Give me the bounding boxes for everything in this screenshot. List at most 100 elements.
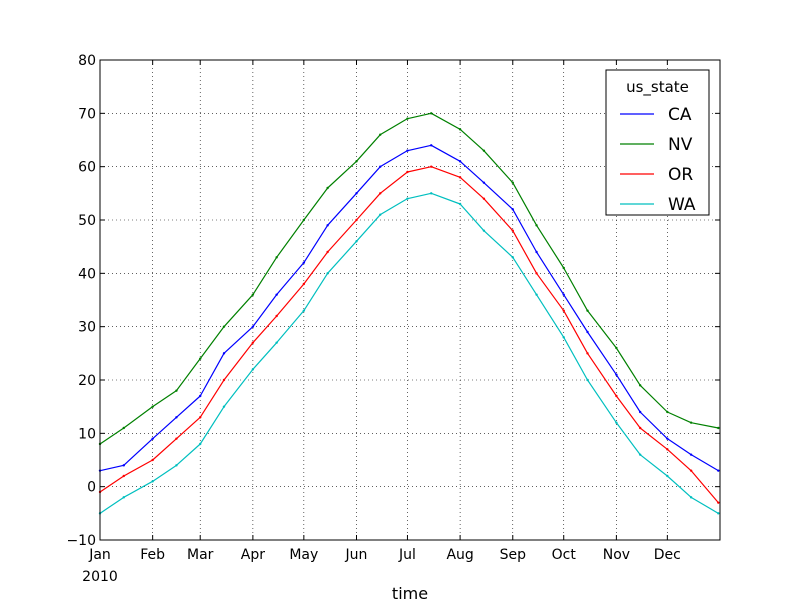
y-tick-label: 70 [78,106,96,122]
data-point-ca [406,149,409,152]
data-point-nv [689,421,693,424]
data-point-ca [482,181,486,184]
data-point-nv [458,128,462,131]
data-point-wa [562,336,565,339]
data-point-nv [302,218,306,222]
data-point-nv [586,309,589,312]
data-point-or [430,165,433,168]
data-point-ca [326,224,329,227]
data-point-wa [689,496,693,499]
data-point-or [562,309,565,312]
data-point-nv [199,357,202,360]
y-tick-label: 0 [87,480,96,496]
y-tick-label: 20 [78,373,96,389]
data-point-or [458,176,462,179]
data-point-nv [379,133,382,136]
y-tick-label: 60 [78,160,96,176]
data-point-nv [275,256,278,259]
y-tick-label: 10 [78,426,96,442]
data-point-or [638,426,642,430]
data-point-wa [355,240,358,243]
data-point-wa [638,453,642,456]
x-tick-label: Aug [446,547,473,563]
data-point-wa [151,480,154,483]
data-point-ca [151,437,154,440]
data-point-or [689,469,693,472]
data-point-ca [122,464,125,467]
data-point-nv [406,117,409,120]
data-point-ca [430,144,433,147]
data-point-wa [275,341,278,344]
data-point-wa [535,293,538,296]
data-point-or [535,272,538,275]
data-point-wa [122,496,125,499]
data-point-or [151,458,154,462]
x-tick-label: Dec [654,547,681,563]
data-point-wa [302,309,306,312]
data-point-or [326,250,329,254]
legend-box [605,69,710,216]
series-line-wa [99,192,719,514]
data-point-ca [689,453,693,456]
data-point-or [251,341,255,344]
data-point-wa [199,442,202,446]
x-tick-label: Sep [500,547,527,563]
data-point-or [355,218,358,222]
data-point-ca [355,192,358,195]
data-point-or [666,448,669,451]
data-point-wa [511,256,514,259]
data-point-ca [717,469,720,472]
legend-title: us_state [626,78,689,97]
data-point-ca [222,352,226,355]
x-tick-label: May [289,547,318,563]
legend-label-or: OR [668,165,693,185]
data-point-or [379,192,382,195]
legend-label-nv: NV [668,135,693,155]
data-point-nv [666,410,669,414]
data-point-ca [275,293,278,296]
data-point-or [222,378,226,382]
data-point-or [122,474,125,478]
x-tick-label: Oct [552,547,577,563]
x-tick-label: Mar [187,547,214,563]
data-point-or [615,394,618,398]
data-point-nv [615,346,618,350]
data-point-or [586,352,589,355]
data-point-ca [535,250,538,254]
data-point-nv [717,426,720,430]
data-point-wa [458,202,462,206]
data-point-nv [482,149,486,152]
data-point-or [199,416,202,419]
y-tick-label: −10 [66,533,96,549]
data-point-nv [175,389,178,392]
data-point-nv [535,224,538,227]
data-point-wa [406,197,409,200]
data-point-nv [151,405,154,408]
y-tick-label: 30 [78,320,96,336]
data-point-nv [222,325,226,328]
data-point-nv [511,181,514,184]
plot-frame [99,59,721,541]
y-tick-label: 80 [78,53,96,69]
data-point-or [275,314,278,318]
x-tick-label: Jun [345,547,368,563]
data-point-wa [175,464,178,467]
data-point-ca [666,437,669,440]
data-point-ca [199,394,202,398]
x-tick-label: Feb [140,547,165,563]
data-point-ca [175,416,178,419]
data-point-wa [482,229,486,232]
axis-ticks: −10 0 10 20 30 40 50 60 70 80 Jan Feb Mar Apr May Jun Ju… [66,53,720,563]
data-point-or [717,501,720,504]
data-point-ca [638,410,642,414]
series-line-or [99,166,719,504]
data-point-ca [379,165,382,168]
legend: us_state CA NV OR WA [605,69,710,216]
data-point-ca [615,373,618,376]
data-point-wa [430,192,433,195]
data-point-ca [251,325,255,328]
data-point-wa [586,378,589,382]
data-point-nv [326,186,329,190]
data-point-or [406,170,409,174]
